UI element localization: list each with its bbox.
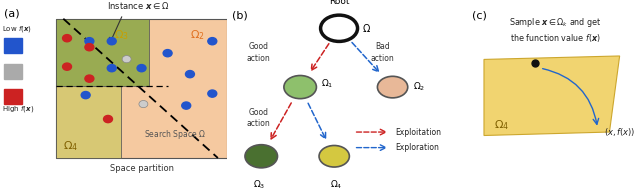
Circle shape: [321, 15, 358, 41]
Text: Instance $\boldsymbol{x} \in \Omega$: Instance $\boldsymbol{x} \in \Omega$: [107, 0, 169, 11]
Text: Good
action: Good action: [247, 108, 271, 128]
Circle shape: [104, 115, 113, 123]
Text: (a): (a): [4, 8, 19, 18]
Text: $\Omega_3$: $\Omega_3$: [114, 28, 129, 42]
Text: $(x, f(x))$: $(x, f(x))$: [604, 126, 636, 138]
Text: Exploration: Exploration: [395, 143, 439, 152]
Circle shape: [85, 38, 94, 45]
Circle shape: [81, 92, 90, 99]
Text: $\Omega_4$: $\Omega_4$: [330, 178, 343, 188]
Bar: [56, 19, 227, 158]
Text: Root: Root: [329, 0, 349, 6]
Text: Exploitation: Exploitation: [395, 127, 441, 136]
Polygon shape: [484, 56, 620, 136]
Circle shape: [139, 101, 148, 108]
Text: High $f(\boldsymbol{x})$: High $f(\boldsymbol{x})$: [2, 104, 34, 114]
Text: $\Omega_3$: $\Omega_3$: [253, 178, 265, 188]
Circle shape: [85, 75, 94, 82]
Text: (c): (c): [472, 11, 487, 21]
Text: (b): (b): [232, 11, 248, 21]
Circle shape: [85, 44, 94, 51]
Circle shape: [245, 145, 278, 168]
Circle shape: [163, 50, 172, 57]
Circle shape: [208, 38, 217, 45]
Circle shape: [378, 76, 408, 98]
Text: Search Space $\Omega$: Search Space $\Omega$: [144, 127, 206, 140]
Text: $\Omega_4$: $\Omega_4$: [494, 118, 509, 132]
Circle shape: [319, 146, 349, 167]
Bar: [56, 86, 121, 158]
Text: Good
action: Good action: [247, 42, 271, 63]
Text: Sample $\boldsymbol{x} \in \Omega_k$ and get: Sample $\boldsymbol{x} \in \Omega_k$ and…: [509, 16, 602, 29]
Text: $\Omega_1$: $\Omega_1$: [321, 77, 333, 90]
Text: the function value $f(\boldsymbol{x})$: the function value $f(\boldsymbol{x})$: [510, 32, 600, 44]
Text: Bad
action: Bad action: [371, 42, 395, 63]
Circle shape: [63, 63, 72, 70]
Circle shape: [137, 64, 146, 72]
Circle shape: [186, 70, 195, 78]
Text: $\Omega_2$: $\Omega_2$: [190, 28, 205, 42]
Text: $\Omega$: $\Omega$: [362, 22, 371, 34]
Circle shape: [208, 90, 217, 97]
Circle shape: [108, 64, 116, 72]
Circle shape: [182, 102, 191, 109]
Bar: [4, 89, 22, 104]
Circle shape: [122, 56, 131, 63]
Text: Low $f(\boldsymbol{x})$: Low $f(\boldsymbol{x})$: [2, 24, 32, 34]
Circle shape: [108, 38, 116, 45]
Bar: [4, 38, 22, 53]
Circle shape: [63, 35, 72, 42]
Text: $\Omega_4$: $\Omega_4$: [63, 139, 79, 153]
Text: Space partition: Space partition: [109, 164, 173, 174]
Bar: [56, 19, 149, 86]
Text: $\Omega_2$: $\Omega_2$: [413, 81, 426, 93]
Bar: [4, 64, 22, 79]
Circle shape: [284, 76, 316, 99]
